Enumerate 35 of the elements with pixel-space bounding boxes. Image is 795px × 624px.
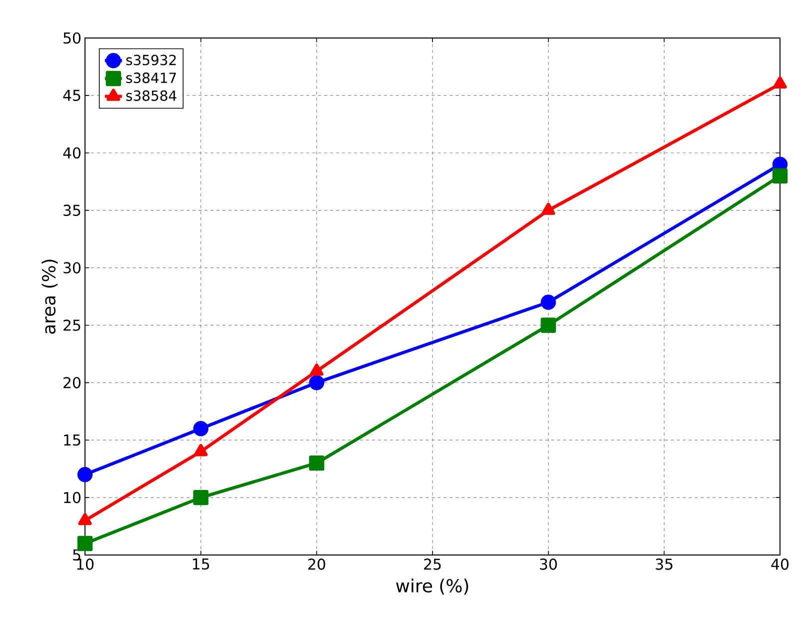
legend-label: s35932 (126, 54, 176, 66)
x-tick-label: 30 (540, 558, 557, 570)
point (309, 455, 324, 471)
y-tick-label: 45 (63, 90, 80, 102)
point (773, 76, 787, 89)
legend-label: s38417 (126, 72, 176, 84)
point (193, 490, 208, 506)
point (540, 318, 556, 333)
point (194, 444, 208, 456)
point (193, 421, 208, 436)
y-tick-label: 15 (64, 434, 80, 446)
y-tick-label: 30 (64, 262, 80, 274)
x-tick-label: 35 (656, 558, 672, 570)
point (542, 202, 556, 215)
y-tick-label: 25 (64, 320, 80, 331)
x-tick-label: 40 (771, 558, 789, 570)
y-tick-label: 35 (64, 204, 80, 216)
point (310, 364, 324, 376)
x-tick-label: 20 (308, 558, 326, 570)
x-tick-label: 25 (424, 558, 441, 570)
x-tick-label: 15 (192, 558, 210, 570)
point (772, 168, 788, 184)
y-tick-label: 10 (64, 492, 80, 504)
x-axis-title: wire (%) (396, 578, 468, 595)
legend-label: s38584 (126, 90, 176, 101)
y-tick-label: 20 (64, 377, 80, 388)
x-tick-label: 10 (77, 558, 94, 570)
point (77, 536, 93, 552)
y-tick-label: 50 (64, 32, 80, 44)
point (78, 512, 92, 526)
point (77, 466, 93, 482)
point (309, 375, 324, 390)
y-axis-title: area (%) (42, 260, 58, 334)
point (540, 294, 556, 310)
y-tick-label: 40 (63, 147, 80, 159)
